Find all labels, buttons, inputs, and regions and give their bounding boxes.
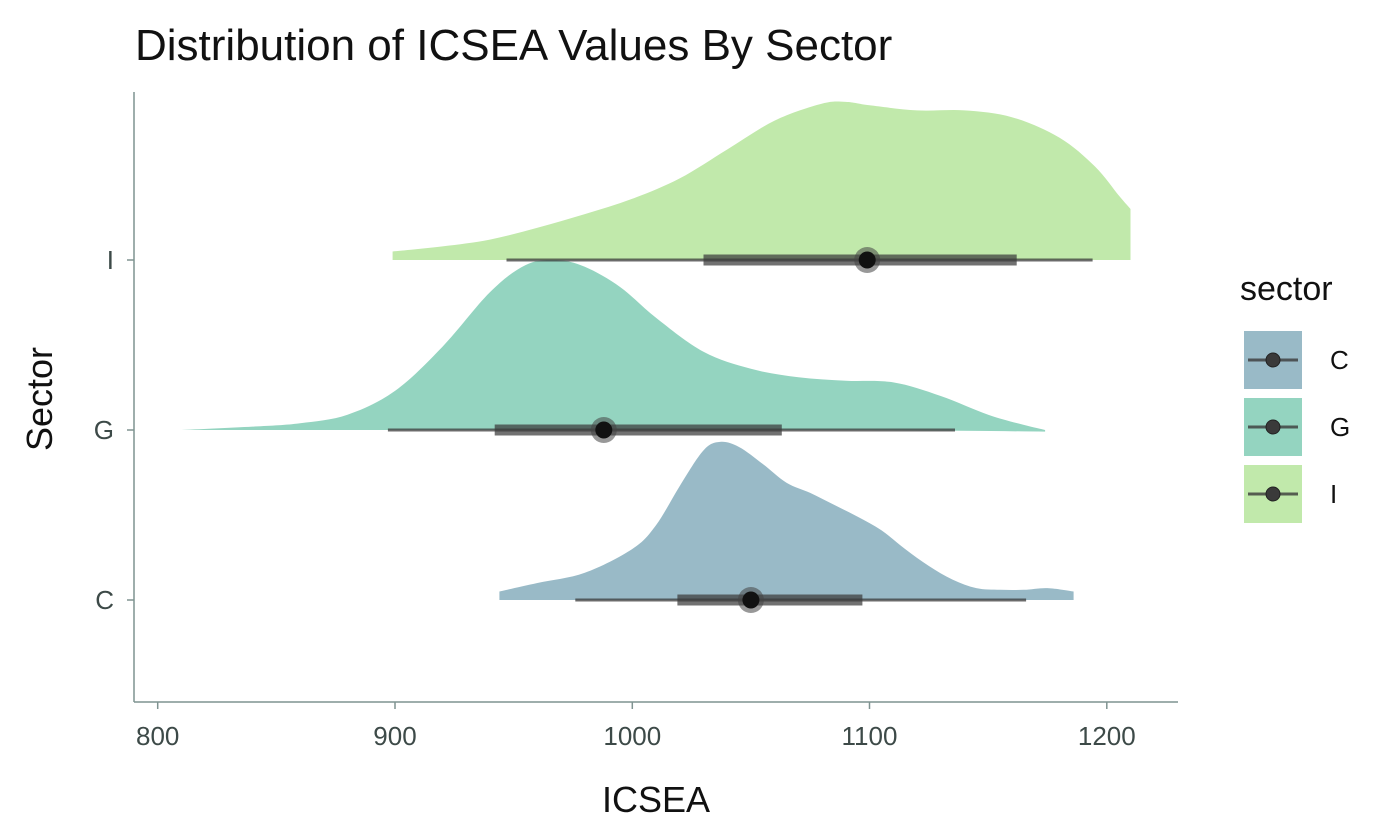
- x-tick-label: 1100: [842, 721, 898, 751]
- chart-title: Distribution of ICSEA Values By Sector: [135, 21, 892, 70]
- density-C: [499, 441, 1074, 600]
- legend-title: sector: [1240, 270, 1333, 308]
- legend-label-C: C: [1330, 345, 1349, 375]
- x-tick-label: 900: [373, 721, 416, 751]
- legend: sector C G I: [1240, 270, 1350, 523]
- y-tick-label: C: [95, 585, 114, 615]
- y-axis-title: Sector: [19, 347, 60, 451]
- density-G: [181, 259, 1046, 430]
- x-tick-label: 1200: [1078, 721, 1136, 751]
- y-tick-label: G: [94, 415, 114, 445]
- point-G: [595, 421, 613, 439]
- interval-layer: [387, 247, 1093, 613]
- legend-point-G: [1265, 419, 1281, 435]
- y-tick-label: I: [107, 245, 114, 275]
- x-ticks: 800 900 1000 1100 1200: [136, 702, 1136, 751]
- density-I: [392, 101, 1131, 260]
- legend-point-I: [1265, 486, 1281, 502]
- x-tick-label: 800: [136, 721, 179, 751]
- legend-point-C: [1265, 352, 1281, 368]
- legend-label-I: I: [1330, 479, 1337, 509]
- density-tail-G: [869, 430, 1046, 432]
- point-C: [742, 591, 760, 609]
- point-I: [858, 251, 876, 269]
- x-axis-title: ICSEA: [602, 779, 710, 820]
- legend-label-G: G: [1330, 412, 1350, 442]
- y-ticks: C G I: [94, 245, 134, 615]
- density-layer: [181, 101, 1131, 600]
- x-tick-label: 1000: [603, 721, 661, 751]
